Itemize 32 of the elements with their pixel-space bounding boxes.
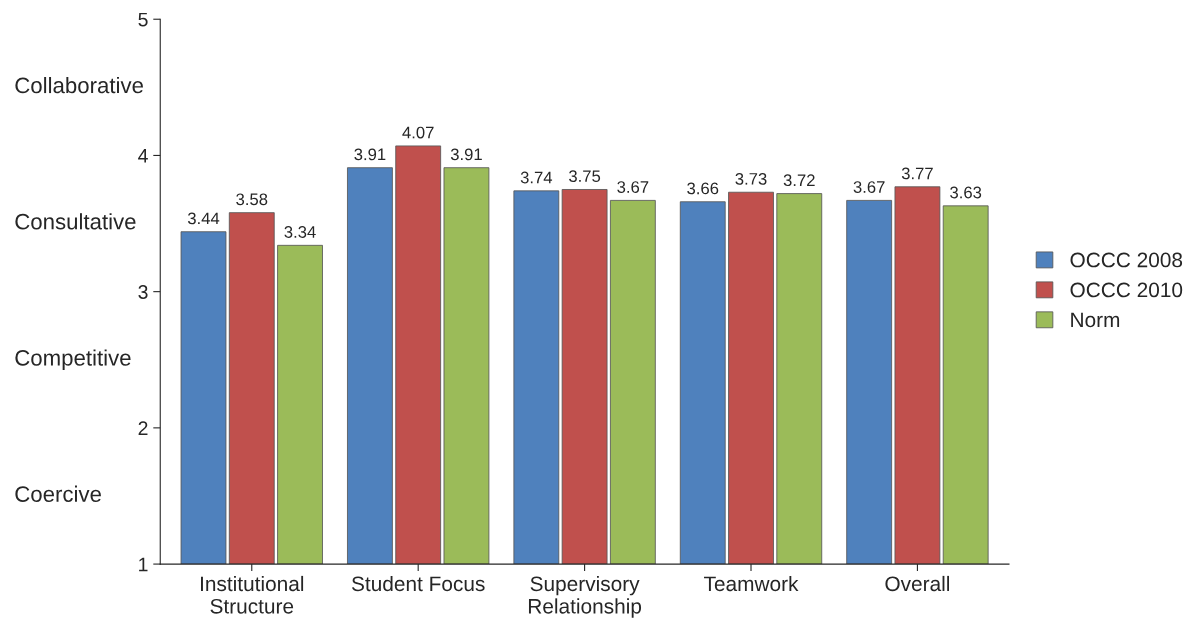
data-label: 3.75 bbox=[569, 170, 601, 183]
data-label: 3.72 bbox=[783, 174, 815, 187]
data-label: 3.91 bbox=[354, 148, 386, 161]
legend-label: OCCC 2010 bbox=[1070, 282, 1183, 298]
x-tick-label: Teamwork bbox=[704, 575, 799, 592]
text: Coercive bbox=[15, 485, 101, 502]
data-label: 3.73 bbox=[735, 172, 767, 185]
data-label: 3.67 bbox=[617, 181, 649, 193]
x-tick-label: Overall bbox=[885, 575, 950, 592]
data-label: 3.58 bbox=[236, 193, 268, 206]
data-label: 3.66 bbox=[687, 182, 719, 195]
text: Collaborative bbox=[15, 76, 143, 94]
text: Consultative bbox=[15, 213, 136, 230]
x-tick-label: Supervisory Relationship bbox=[528, 575, 642, 618]
data-label: 3.77 bbox=[901, 167, 933, 180]
data-label: 3.34 bbox=[284, 226, 316, 238]
y-tick-label: 4 bbox=[138, 149, 148, 163]
data-label: 3.63 bbox=[950, 186, 982, 199]
data-label: 3.74 bbox=[520, 171, 553, 184]
x-tick-label: Institutional Structure bbox=[201, 575, 304, 614]
data-label: 3.91 bbox=[450, 148, 482, 161]
legend-label: OCCC 2008 bbox=[1070, 252, 1183, 268]
text: Competitive bbox=[15, 349, 131, 371]
y-tick-label: 3 bbox=[138, 285, 148, 299]
y-tick-label: 5 bbox=[138, 12, 148, 27]
y-tick-label: 1 bbox=[139, 557, 148, 572]
x-tick-label: Student Focus bbox=[351, 575, 485, 592]
y-tick-label: 2 bbox=[138, 421, 148, 435]
data-label: 4.07 bbox=[402, 126, 434, 139]
legend-label: Norm bbox=[1071, 312, 1120, 328]
data-label: 3.44 bbox=[187, 212, 220, 225]
data-label: 3.67 bbox=[853, 181, 885, 193]
